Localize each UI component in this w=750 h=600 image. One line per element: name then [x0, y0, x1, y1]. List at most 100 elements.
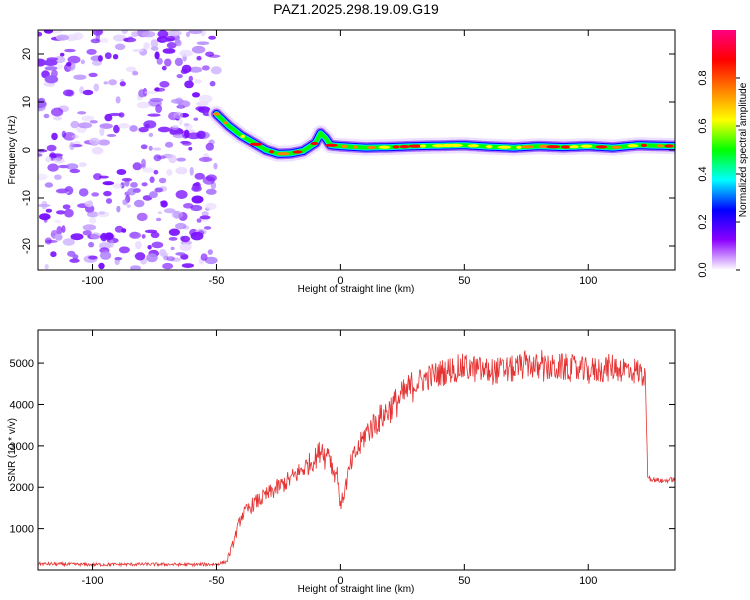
noise-speckle: [130, 182, 138, 188]
noise-speckle: [168, 228, 180, 236]
noise-speckle: [126, 204, 132, 208]
noise-speckle: [97, 211, 110, 218]
noise-speckle: [38, 153, 43, 157]
colorbar-tick-label: 0.2: [697, 214, 709, 229]
snr-xtick-label: -50: [209, 575, 225, 587]
noise-speckle: [113, 124, 120, 134]
noise-speckle: [132, 188, 141, 193]
ridge-hotspot: [392, 145, 400, 149]
noise-speckle: [45, 208, 53, 213]
noise-speckle: [88, 72, 98, 78]
spectrogram-ytick-label: -10: [21, 190, 33, 206]
ridge-hotspot: [292, 150, 303, 154]
noise-speckle: [56, 226, 63, 235]
noise-speckle: [172, 133, 185, 139]
noise-speckle: [171, 210, 184, 219]
spectrogram-xtick-label: 100: [579, 275, 597, 287]
noise-speckle: [43, 30, 54, 34]
noise-speckle: [82, 224, 97, 231]
noise-speckle: [82, 89, 94, 96]
noise-speckle: [201, 211, 209, 217]
snr-ylabel: SNR (10 * v/v): [7, 418, 18, 482]
noise-speckle: [104, 113, 113, 122]
colorbar-tick-label: 0.0: [697, 262, 709, 277]
noise-speckle: [192, 92, 200, 98]
noise-speckle: [157, 211, 162, 215]
noise-speckle: [93, 173, 102, 181]
noise-speckle: [191, 185, 203, 192]
noise-speckle: [208, 35, 217, 40]
noise-speckle: [157, 126, 171, 133]
noise-speckle: [82, 230, 92, 236]
noise-speckle: [97, 55, 103, 62]
noise-speckle: [174, 57, 183, 67]
ridge-hotspot: [352, 145, 358, 149]
noise-speckle: [196, 41, 210, 45]
noise-speckle: [115, 96, 121, 104]
noise-speckle: [153, 169, 159, 175]
noise-speckle: [95, 33, 101, 42]
noise-speckle: [135, 240, 142, 250]
noise-speckle: [158, 177, 167, 184]
noise-speckle: [106, 134, 117, 137]
figure-title: PAZ1.2025.298.19.09.G19: [273, 1, 439, 17]
noise-speckle: [64, 208, 74, 218]
noise-speckle: [56, 210, 66, 215]
noise-speckle: [84, 200, 94, 208]
noise-speckle: [147, 245, 152, 250]
noise-speckle: [56, 188, 69, 194]
noise-speckle: [210, 66, 222, 75]
noise-speckle: [144, 90, 157, 95]
colorbar: 0.0 0.2 0.4 0.6 0.8 Normalized spectral ampl…: [697, 30, 749, 278]
snr-xtick-label: -100: [82, 575, 104, 587]
noise-speckle: [105, 198, 113, 204]
noise-speckle: [46, 57, 59, 61]
noise-speckle: [99, 37, 109, 43]
noise-speckle: [148, 145, 153, 151]
ridge-hotspot: [664, 144, 674, 148]
spectrogram-xlabel: Height of straight line (km): [298, 284, 415, 295]
colorbar-ticks: 0.0 0.2 0.4 0.6 0.8: [697, 70, 740, 278]
spectrogram-xtick-label: 50: [458, 275, 470, 287]
noise-speckle: [166, 256, 175, 262]
ridge-hotspot: [580, 144, 593, 148]
noise-speckle: [44, 75, 59, 84]
noise-speckle: [102, 181, 115, 186]
noise-speckle: [69, 142, 75, 151]
noise-speckle: [200, 253, 208, 261]
noise-speckle: [179, 243, 192, 251]
noise-speckle: [89, 120, 98, 124]
noise-speckle: [182, 130, 189, 139]
noise-speckle: [77, 111, 87, 115]
noise-speckle: [131, 31, 139, 37]
noise-speckle: [136, 212, 148, 222]
noise-speckle: [171, 125, 179, 131]
noise-speckle: [116, 205, 121, 213]
snr-xtick-label: 100: [579, 575, 597, 587]
noise-speckle: [38, 31, 43, 37]
spectrogram-ytick-label: 0: [21, 147, 33, 153]
noise-speckle: [204, 226, 212, 230]
noise-speckle: [43, 113, 50, 119]
noise-speckle: [73, 74, 87, 80]
noise-speckle: [141, 31, 156, 38]
noise-speckle: [190, 204, 203, 212]
noise-speckle: [78, 188, 89, 197]
noise-speckle: [80, 59, 85, 65]
noise-speckle: [64, 48, 76, 53]
noise-speckle: [188, 75, 193, 82]
ridge-hotspot: [276, 152, 290, 156]
ridge-hotspot: [269, 150, 275, 154]
noise-speckle: [43, 216, 48, 223]
ridge-hotspot: [222, 121, 229, 125]
noise-speckle: [98, 175, 109, 179]
spectrogram-xtick-label: -50: [209, 275, 225, 287]
noise-speckle: [46, 144, 57, 152]
noise-speckle: [90, 232, 102, 240]
noise-speckle: [133, 199, 145, 208]
noise-speckle: [189, 166, 194, 176]
noise-speckle: [165, 35, 176, 42]
noise-speckle: [87, 211, 99, 218]
noise-speckle: [188, 146, 193, 151]
